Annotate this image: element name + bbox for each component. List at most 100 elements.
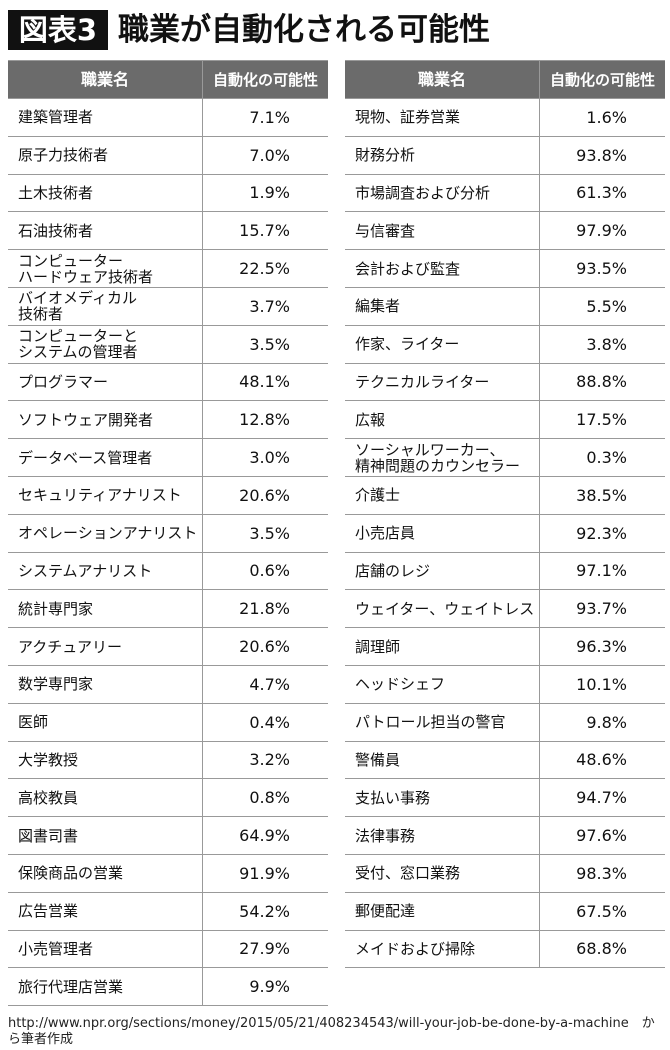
occupation: 警備員 bbox=[345, 741, 540, 779]
table-row: オペレーションアナリスト 3.5% bbox=[8, 514, 328, 553]
occupation: 数学専門家 bbox=[8, 665, 203, 703]
table-row: セキュリティアナリスト 20.6% bbox=[8, 476, 328, 515]
table-row: 医師 0.4% bbox=[8, 703, 328, 742]
occupation: 高校教員 bbox=[8, 779, 203, 817]
probability: 7.1% bbox=[249, 107, 290, 127]
table-row: 高校教員 0.8% bbox=[8, 779, 328, 818]
table-row: 数学専門家 4.7% bbox=[8, 665, 328, 704]
table-row: 広報 17.5% bbox=[345, 401, 665, 440]
table-row: 店舗のレジ 97.1% bbox=[345, 552, 665, 591]
probability: 17.5% bbox=[576, 410, 627, 430]
occupation: セキュリティアナリスト bbox=[8, 476, 203, 514]
table-row: コンピューター ハードウェア技術者 22.5% bbox=[8, 250, 328, 288]
occupation: 大学教授 bbox=[8, 741, 203, 779]
occupation: 保険商品の営業 bbox=[8, 854, 203, 892]
table: 職業名 自動化の可能性 現物、証券営業 1.6% 財務分析 93.8% 市場調査および分析 6… bbox=[345, 60, 665, 969]
probability: 54.2% bbox=[239, 901, 290, 921]
occupation: 図書司書 bbox=[8, 817, 203, 854]
table-row: テクニカルライター 88.8% bbox=[345, 363, 665, 402]
occupation: プログラマー bbox=[8, 363, 203, 401]
probability: 61.3% bbox=[576, 183, 627, 203]
occupation: コンピューターと システムの管理者 bbox=[8, 325, 203, 363]
probability: 0.3% bbox=[586, 448, 627, 468]
probability: 0.4% bbox=[249, 712, 290, 732]
occupation: コンピューター ハードウェア技術者 bbox=[8, 250, 203, 287]
table-row: 法律事務 97.6% bbox=[345, 817, 665, 855]
probability: 10.1% bbox=[576, 674, 627, 694]
probability: 9.9% bbox=[249, 977, 290, 997]
probability: 7.0% bbox=[249, 145, 290, 165]
probability: 4.7% bbox=[249, 674, 290, 694]
table-row: データベース管理者 3.0% bbox=[8, 439, 328, 477]
probability: 20.6% bbox=[239, 637, 290, 657]
occupation: 土木技術者 bbox=[8, 174, 203, 212]
occupation: ソフトウェア開発者 bbox=[8, 401, 203, 439]
occupation: パトロール担当の警官 bbox=[345, 703, 540, 741]
table-row: メイドおよび掃除 68.8% bbox=[345, 930, 665, 969]
table-row: コンピューターと システムの管理者 3.5% bbox=[8, 325, 328, 364]
probability: 3.8% bbox=[586, 334, 627, 354]
table-row: 与信審査 97.9% bbox=[345, 212, 665, 251]
probability: 0.6% bbox=[249, 561, 290, 581]
table-row: パトロール担当の警官 9.8% bbox=[345, 703, 665, 742]
table-row: 建築管理者 7.1% bbox=[8, 99, 328, 137]
table-row: ヘッドシェフ 10.1% bbox=[345, 665, 665, 704]
occupation: オペレーションアナリスト bbox=[8, 514, 203, 552]
table-row: プログラマー 48.1% bbox=[8, 363, 328, 402]
table-row: 原子力技術者 7.0% bbox=[8, 136, 328, 175]
occupation: テクニカルライター bbox=[345, 363, 540, 401]
column-header: 自動化の可能性 bbox=[549, 71, 655, 89]
occupation: 広報 bbox=[345, 401, 540, 439]
column-header: 職業名 bbox=[8, 61, 203, 98]
table-row: 広告営業 54.2% bbox=[8, 892, 328, 931]
occupation: データベース管理者 bbox=[8, 439, 203, 476]
table: 職業名 自動化の可能性 建築管理者 7.1% 原子力技術者 7.0% 土木技術者 1.9% 石油… bbox=[8, 60, 328, 1007]
probability: 93.5% bbox=[576, 259, 627, 279]
probability: 67.5% bbox=[576, 901, 627, 921]
probability: 48.6% bbox=[576, 750, 627, 770]
occupation: 与信審査 bbox=[345, 212, 540, 250]
occupation: 原子力技術者 bbox=[8, 136, 203, 174]
header-row: 職業名 自動化の可能性 bbox=[8, 61, 328, 99]
probability: 20.6% bbox=[239, 485, 290, 505]
table-row: 小売店員 92.3% bbox=[345, 514, 665, 553]
table-row: 大学教授 3.2% bbox=[8, 741, 328, 780]
probability: 38.5% bbox=[576, 485, 627, 505]
table-row: 作家、ライター 3.8% bbox=[345, 325, 665, 364]
occupation: 介護士 bbox=[345, 476, 540, 514]
table-row: 土木技術者 1.9% bbox=[8, 174, 328, 213]
figure-label: 図表3 bbox=[8, 10, 108, 50]
occupation: 会計および監査 bbox=[345, 250, 540, 287]
occupation: 医師 bbox=[8, 703, 203, 741]
occupation: バイオメディカル 技術者 bbox=[8, 287, 203, 325]
table-row: 市場調査および分析 61.3% bbox=[345, 174, 665, 213]
table-row: 会計および監査 93.5% bbox=[345, 250, 665, 288]
probability: 68.8% bbox=[576, 939, 627, 959]
occupation: 旅行代理店営業 bbox=[8, 968, 203, 1006]
probability: 94.7% bbox=[576, 788, 627, 808]
table-row: 警備員 48.6% bbox=[345, 741, 665, 780]
table-row: ウェイター、ウェイトレス 93.7% bbox=[345, 590, 665, 629]
occupation: 郵便配達 bbox=[345, 892, 540, 930]
occupation: 作家、ライター bbox=[345, 325, 540, 363]
probability: 27.9% bbox=[239, 939, 290, 959]
occupation: 建築管理者 bbox=[8, 99, 203, 136]
table-row: システムアナリスト 0.6% bbox=[8, 552, 328, 591]
probability: 5.5% bbox=[586, 296, 627, 316]
probability: 92.3% bbox=[576, 523, 627, 543]
occupation: 市場調査および分析 bbox=[345, 174, 540, 212]
occupation: 調理師 bbox=[345, 628, 540, 665]
table-row: 調理師 96.3% bbox=[345, 628, 665, 666]
probability: 96.3% bbox=[576, 637, 627, 657]
table-row: ソフトウェア開発者 12.8% bbox=[8, 401, 328, 440]
occupation: 小売店員 bbox=[345, 514, 540, 552]
table-row: アクチュアリー 20.6% bbox=[8, 628, 328, 666]
table-row: 支払い事務 94.7% bbox=[345, 779, 665, 818]
occupation: システムアナリスト bbox=[8, 552, 203, 590]
source-note: http://www.npr.org/sections/money/2015/0… bbox=[8, 1016, 655, 1047]
probability: 97.1% bbox=[576, 561, 627, 581]
probability: 97.6% bbox=[576, 826, 627, 846]
probability: 3.5% bbox=[249, 523, 290, 543]
probability: 1.6% bbox=[586, 107, 627, 127]
occupation: 現物、証券営業 bbox=[345, 99, 540, 136]
